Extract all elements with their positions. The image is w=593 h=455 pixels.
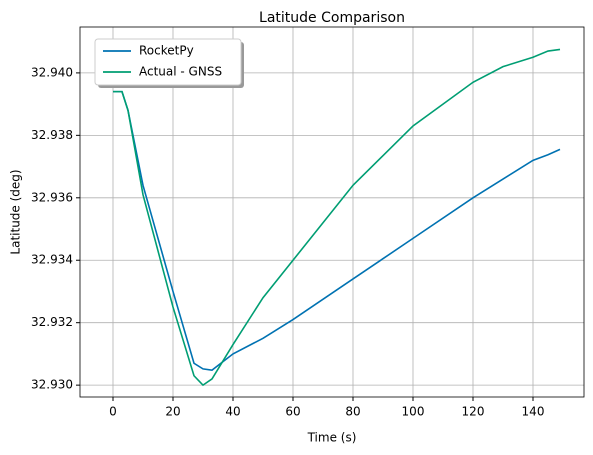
legend-box xyxy=(94,38,242,86)
x-tick-label: 60 xyxy=(285,405,300,419)
legend-label: RocketPy xyxy=(139,44,194,58)
y-tick-label: 32.934 xyxy=(31,253,73,267)
x-tick-label: 140 xyxy=(522,405,545,419)
x-tick-label: 0 xyxy=(109,405,117,419)
x-tick-label: 40 xyxy=(225,405,240,419)
x-axis-label: Time (s) xyxy=(307,431,357,445)
x-tick-label: 120 xyxy=(462,405,485,419)
y-tick-label: 32.936 xyxy=(31,190,73,204)
y-tick-label: 32.940 xyxy=(31,65,73,79)
legend-label: Actual - GNSS xyxy=(139,65,222,79)
y-tick-label: 32.938 xyxy=(31,128,73,142)
y-axis-label: Latitude (deg) xyxy=(9,169,23,254)
chart-title: Latitude Comparison xyxy=(259,10,405,26)
x-tick-label: 80 xyxy=(345,405,360,419)
line-series xyxy=(113,90,561,371)
x-tick-label: 100 xyxy=(402,405,425,419)
plot-frame xyxy=(79,26,585,398)
y-tick-label: 32.930 xyxy=(31,378,73,392)
line-series xyxy=(113,48,561,387)
y-tick-label: 32.932 xyxy=(31,315,73,329)
x-tick-label: 20 xyxy=(165,405,180,419)
